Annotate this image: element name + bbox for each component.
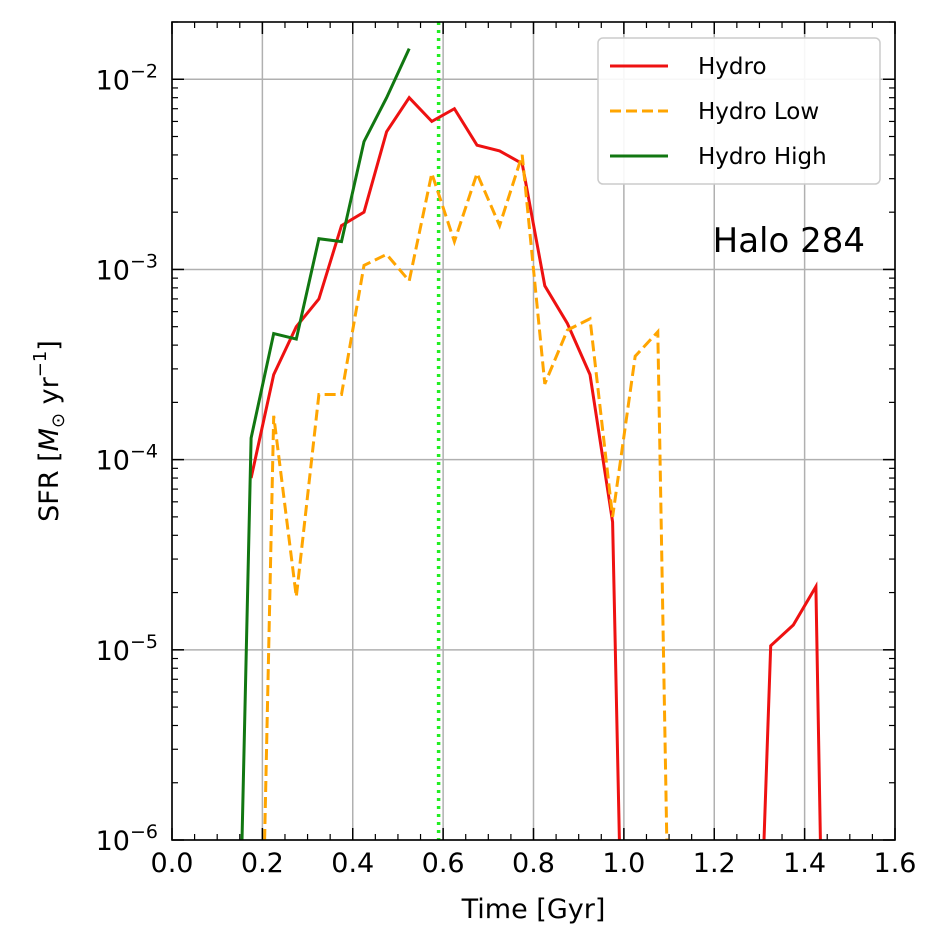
x-tick-label: 1.4 bbox=[783, 848, 826, 879]
x-tick-label: 1.0 bbox=[602, 848, 645, 879]
y-tick-label: 10−2 bbox=[96, 60, 158, 96]
legend-label-hydro-low: Hydro Low bbox=[698, 99, 819, 125]
series-line-hydro-low bbox=[263, 154, 669, 840]
legend-label-hydro: Hydro bbox=[698, 54, 767, 80]
legend-box bbox=[597, 37, 881, 185]
y-axis-title-unit: yr bbox=[34, 376, 65, 413]
series-line-hydro bbox=[762, 581, 822, 840]
y-tick-label: 10−4 bbox=[96, 441, 158, 477]
y-tick-label: 10−3 bbox=[96, 250, 158, 286]
y-axis-title-sub: ⊙ bbox=[48, 413, 69, 428]
x-tick-label: 1.6 bbox=[874, 848, 917, 879]
series-group bbox=[240, 22, 822, 840]
y-axis-title-exp: −1 bbox=[30, 351, 51, 378]
x-tick-label: 0.0 bbox=[151, 848, 194, 879]
x-tick-labels: 0.0 0.2 0.4 0.6 0.8 1.0 1.2 1.4 1.6 bbox=[151, 848, 917, 879]
y-axis-title-symbol: M bbox=[34, 428, 65, 451]
legend: Hydro Hydro Low Hydro High bbox=[597, 37, 881, 185]
y-axis-title: SFR [M⊙ yr−1] bbox=[30, 340, 69, 522]
legend-label-hydro-high: Hydro High bbox=[698, 144, 827, 170]
minor-ticks bbox=[172, 21, 895, 840]
y-axis-title-suffix: ] bbox=[34, 340, 65, 351]
series-line-hydro-high bbox=[240, 47, 411, 840]
series-line-hydro bbox=[249, 95, 621, 840]
major-ticks bbox=[171, 22, 896, 841]
y-tick-label: 10−6 bbox=[96, 821, 158, 857]
series-layer bbox=[240, 22, 822, 840]
halo-annotation: Halo 284 bbox=[713, 221, 865, 261]
x-tick-label: 0.8 bbox=[512, 848, 555, 879]
x-axis-title: Time [Gyr] bbox=[461, 894, 606, 925]
x-tick-label: 0.6 bbox=[422, 848, 465, 879]
x-tick-label: 0.2 bbox=[241, 848, 284, 879]
y-tick-label: 10−5 bbox=[96, 631, 158, 667]
x-tick-label: 1.2 bbox=[693, 848, 736, 879]
x-tick-label: 0.4 bbox=[331, 848, 374, 879]
y-tick-labels: 10−6 10−5 10−4 10−3 10−2 bbox=[96, 60, 158, 857]
y-axis-title-prefix: SFR [ bbox=[34, 451, 65, 522]
